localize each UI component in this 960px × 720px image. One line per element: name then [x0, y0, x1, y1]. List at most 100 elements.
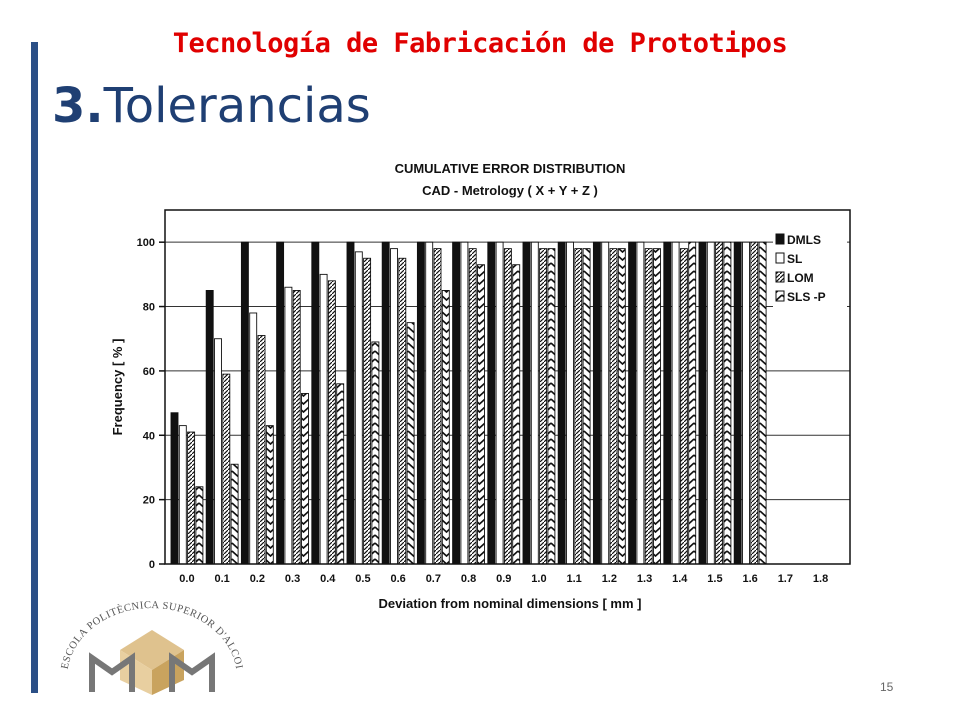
bar-dmls-0.0 [170, 412, 179, 565]
bar-sl-0.2 [249, 312, 258, 565]
bar-sls-p-0.6 [406, 322, 415, 565]
x-tick-label: 0.1 [215, 573, 230, 585]
bar-lom-1.6 [750, 241, 759, 565]
x-tick-label: 0.8 [461, 573, 476, 585]
bars-group [170, 241, 767, 565]
x-tick-label: 0.3 [285, 573, 300, 585]
section-heading: 3.Tolerancias [52, 78, 371, 134]
bar-lom-1.0 [539, 248, 548, 565]
y-tick-label: 80 [143, 302, 155, 314]
bar-sl-0.3 [284, 286, 293, 565]
x-tick-label: 1.1 [567, 573, 582, 585]
bar-sls-p-1.5 [723, 241, 732, 565]
bar-sls-p-0.2 [265, 425, 274, 565]
bar-dmls-1.5 [698, 241, 707, 565]
y-tick-label: 60 [143, 366, 155, 378]
page-number: 15 [880, 680, 894, 694]
chart-legend: DMLS SL LOM SLS -P [773, 230, 847, 310]
bar-sls-p-0.3 [301, 392, 309, 565]
bar-dmls-1.2 [592, 241, 601, 565]
bar-lom-1.3 [644, 248, 653, 565]
bar-lom-1.1 [574, 248, 583, 565]
y-tick-label: 0 [149, 559, 155, 571]
bar-sls-p-0.7 [441, 290, 450, 565]
bar-dmls-1.6 [733, 241, 742, 565]
bar-sls-p-1.3 [653, 248, 661, 565]
bar-sls-p-0.8 [477, 264, 485, 565]
bar-sls-p-0.0 [195, 486, 204, 565]
bar-lom-1.4 [679, 248, 688, 565]
x-axis-label: Deviation from nominal dimensions [ mm ] [379, 596, 642, 611]
bar-lom-0.1 [222, 373, 231, 565]
bar-sl-0.7 [425, 241, 434, 565]
school-logo: ESCOLA POLITÈCNICA SUPERIOR D'ALCOI [60, 600, 244, 695]
x-tick-label: 0.4 [320, 573, 336, 585]
x-tick-label: 1.8 [813, 573, 828, 585]
bar-dmls-0.8 [452, 241, 461, 565]
bar-sl-1.2 [601, 241, 610, 565]
bar-dmls-0.2 [240, 241, 249, 565]
bar-lom-0.8 [468, 248, 477, 565]
bar-dmls-0.5 [346, 241, 355, 565]
section-title: Tolerancias [103, 78, 371, 134]
chart-subtitle: CAD - Metrology ( X + Y + Z ) [422, 183, 598, 198]
bar-sls-p-1.1 [582, 248, 591, 565]
x-tick-label: 1.5 [707, 573, 722, 585]
bar-sl-1.5 [706, 241, 715, 565]
bar-sl-0.8 [460, 241, 469, 565]
legend-label: DMLS [787, 233, 821, 247]
bar-lom-1.2 [609, 248, 618, 565]
bar-sls-p-1.0 [547, 248, 556, 565]
plot-frame [164, 209, 851, 565]
bar-lom-0.0 [187, 431, 196, 565]
section-number: 3. [52, 78, 104, 134]
error-distribution-chart: CUMULATIVE ERROR DISTRIBUTION CAD - Metr… [110, 161, 851, 611]
x-axis: 0.0 0.1 0.2 0.3 0.4 0.5 0.6 0.7 0.8 0.9 1.0 1.1 1.2 1… [179, 573, 828, 585]
x-tick-label: 1.7 [778, 573, 793, 585]
bar-sls-p-0.5 [371, 341, 380, 565]
bar-sl-1.1 [566, 241, 574, 565]
x-tick-label: 0.2 [250, 573, 265, 585]
bar-sls-p-1.2 [617, 248, 626, 565]
bar-lom-1.5 [715, 241, 724, 565]
x-tick-label: 0.5 [355, 573, 370, 585]
bar-sl-1.0 [530, 241, 539, 565]
bar-lom-0.3 [292, 290, 301, 565]
bar-dmls-1.4 [663, 241, 672, 565]
x-tick-label: 1.3 [637, 573, 652, 585]
bar-sl-1.6 [742, 241, 750, 565]
legend-swatch [775, 271, 785, 283]
bar-lom-0.2 [257, 335, 266, 565]
y-axis: 0 20 40 60 80 100 [137, 237, 165, 571]
x-tick-label: 1.4 [672, 573, 688, 585]
bar-dmls-1.1 [557, 241, 566, 565]
bar-lom-0.5 [363, 257, 372, 565]
y-axis-label: Frequency [ % ] [110, 339, 125, 436]
x-tick-label: 1.6 [743, 573, 758, 585]
legend-label: SLS -P [787, 290, 826, 304]
y-tick-label: 20 [143, 495, 155, 507]
bar-sls-p-1.4 [688, 241, 697, 565]
bar-sls-p-1.6 [758, 241, 767, 565]
bar-sls-p-0.9 [512, 264, 521, 565]
bar-sl-1.3 [636, 241, 645, 565]
x-tick-label: 0.7 [426, 573, 441, 585]
bar-lom-0.6 [398, 257, 407, 565]
bar-sl-0.5 [354, 251, 363, 565]
bar-dmls-0.6 [381, 241, 390, 565]
bar-lom-0.7 [433, 248, 442, 565]
legend-background [773, 230, 847, 310]
legend-swatch [775, 290, 785, 302]
bar-sl-1.4 [671, 241, 680, 565]
y-tick-label: 100 [137, 237, 155, 249]
bar-sls-p-0.1 [230, 463, 239, 565]
slide-header: Tecnología de Fabricación de Prototipos [172, 28, 788, 59]
bar-sl-0.0 [178, 425, 187, 565]
bar-lom-0.4 [327, 280, 336, 565]
legend-swatch [775, 252, 785, 264]
bar-lom-0.9 [503, 248, 512, 565]
bar-dmls-0.9 [487, 241, 496, 565]
bar-sl-0.9 [495, 241, 504, 565]
chart-title: CUMULATIVE ERROR DISTRIBUTION [395, 161, 626, 176]
y-tick-label: 40 [143, 430, 155, 442]
